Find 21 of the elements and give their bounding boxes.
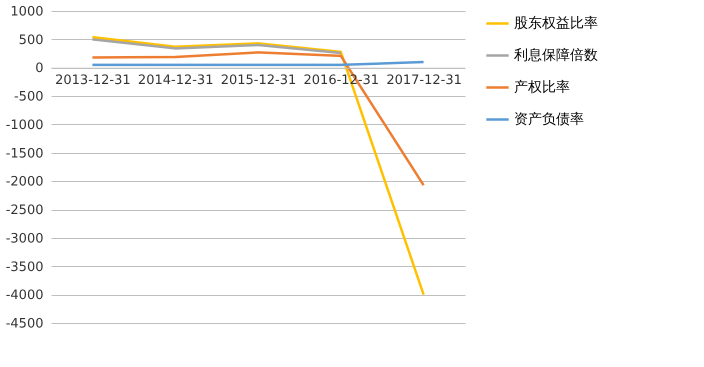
x-tick-label: 2017-12-31 — [386, 73, 462, 88]
y-tick-label: 0 — [35, 61, 44, 76]
y-tick-label: 500 — [18, 32, 44, 48]
y-tick-label: -1500 — [6, 146, 44, 162]
y-tick-label: -1000 — [6, 118, 44, 133]
legend-label: 资产负债率 — [514, 112, 584, 128]
y-tick-label: -500 — [14, 90, 44, 105]
legend-label: 股东权益比率 — [514, 16, 598, 32]
y-tick-label: -4500 — [6, 316, 44, 332]
y-tick-label: -3500 — [6, 260, 44, 275]
x-tick-label: 2013-12-31 — [55, 73, 131, 88]
line-series — [91, 38, 342, 54]
y-tick-label: -4000 — [6, 288, 44, 304]
legend-label: 产权比率 — [514, 80, 570, 96]
y-tick-label: -2500 — [6, 203, 44, 218]
x-tick-label: 2015-12-31 — [220, 73, 296, 88]
y-tick-label: 1000 — [10, 4, 44, 20]
legend-label: 利息保障倍数 — [514, 48, 598, 64]
y-tick-label: -3000 — [6, 231, 44, 246]
y-tick-label: -2000 — [6, 174, 44, 190]
x-tick-label: 2014-12-31 — [138, 73, 214, 88]
